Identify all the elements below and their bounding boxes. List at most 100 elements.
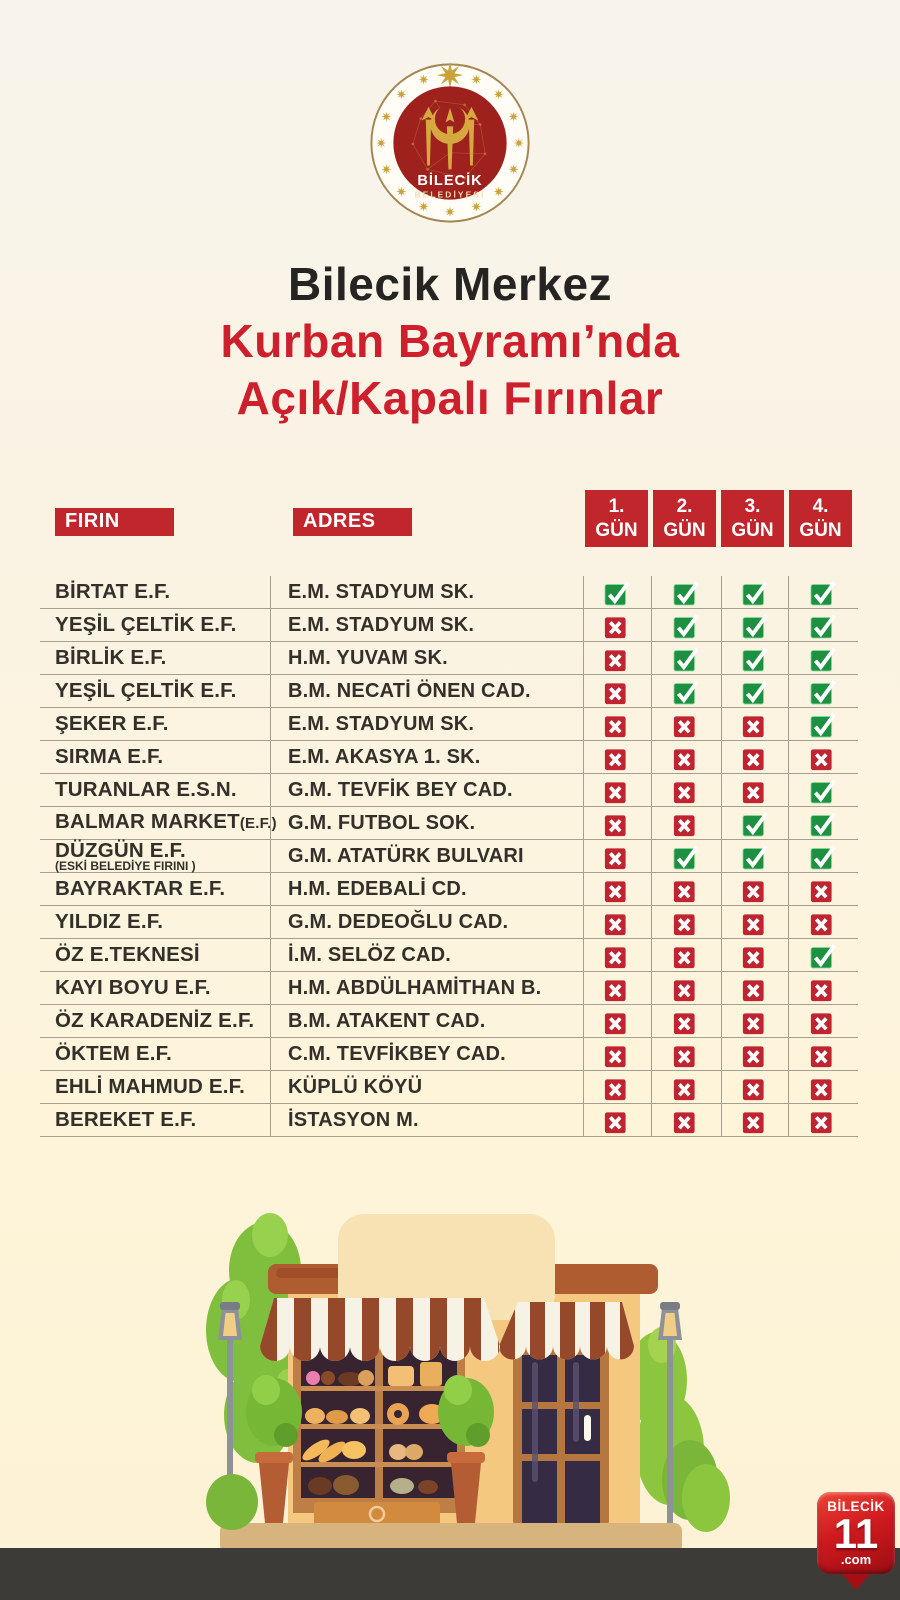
- title-line-3: Açık/Kapalı Fırınlar: [236, 372, 664, 424]
- day-status-cell: [583, 939, 651, 971]
- table-row: EHLİ MAHMUD E.F. KÜPLÜ KÖYÜ: [40, 1071, 858, 1104]
- day-status-cell: [788, 1005, 858, 1037]
- bread-items: [302, 1362, 445, 1495]
- day-status-cell: [583, 774, 651, 806]
- bakery-name: TURANLAR E.S.N.: [55, 778, 237, 801]
- bakery-name: BİRLİK E.F.: [55, 646, 167, 669]
- day-status-cell: [788, 840, 858, 872]
- address-text: H.M. EDEBALİ CD.: [288, 877, 467, 900]
- shop-sign-board: [338, 1214, 555, 1320]
- day-status-cell: [788, 609, 858, 641]
- x-icon: [742, 974, 769, 1003]
- topiary-right: [438, 1375, 494, 1523]
- day-status-cell: [721, 576, 788, 608]
- x-icon: [673, 1007, 700, 1036]
- check-icon: [673, 611, 700, 640]
- day-status-cell: [651, 873, 721, 905]
- address-cell: E.M. STADYUM SK.: [270, 609, 583, 641]
- day-status-cell: [788, 873, 858, 905]
- table-body: BİRTAT E.F. E.M. STADYUM SK. YEŞİL ÇELTİK …: [40, 576, 858, 1137]
- awning-left: [260, 1298, 500, 1361]
- x-icon: [604, 710, 631, 739]
- address-cell: E.M. STADYUM SK.: [270, 576, 583, 608]
- bakery-name-suffix: (E.F.): [239, 815, 277, 832]
- day-status-cell: [721, 1104, 788, 1136]
- bakery-name-cell: ÖZ E.TEKNESİ: [40, 939, 270, 971]
- bakery-name: EHLİ MAHMUD E.F.: [55, 1075, 245, 1098]
- day-status-cell: [721, 1071, 788, 1103]
- check-icon: [810, 776, 837, 805]
- municipality-logo: BİLECİK BELEDİYESİ: [370, 61, 530, 223]
- day-status-cell: [583, 873, 651, 905]
- day-status-cell: [651, 1104, 721, 1136]
- x-icon: [604, 1073, 631, 1102]
- small-star-icon: [513, 137, 524, 149]
- table-row: KAYI BOYU E.F. H.M. ABDÜLHAMİTHAN B.: [40, 972, 858, 1005]
- x-icon: [673, 710, 700, 739]
- day-status-cell: [651, 774, 721, 806]
- shop-door: [513, 1346, 609, 1526]
- day-status-cell: [651, 1071, 721, 1103]
- day-status-cell: [788, 708, 858, 740]
- x-icon: [604, 611, 631, 640]
- check-icon: [673, 677, 700, 706]
- table-row: BİRTAT E.F. E.M. STADYUM SK.: [40, 576, 858, 609]
- x-icon: [604, 1007, 631, 1036]
- small-star-icon: [381, 111, 392, 122]
- bakery-name: ŞEKER E.F.: [55, 712, 169, 735]
- address-text: H.M. ABDÜLHAMİTHAN B.: [288, 976, 542, 999]
- small-star-icon: [493, 186, 504, 197]
- x-icon: [742, 941, 769, 970]
- check-icon: [810, 710, 837, 739]
- small-star-icon: [418, 201, 429, 212]
- day-status-cell: [583, 708, 651, 740]
- bakery-name: ÖKTEM E.F.: [55, 1042, 173, 1065]
- bakery-name-cell: ŞEKER E.F.: [40, 708, 270, 740]
- x-icon: [810, 743, 837, 772]
- day-status-cell: [651, 1038, 721, 1070]
- day-status-cell: [721, 807, 788, 839]
- check-icon: [673, 644, 700, 673]
- top-star-icon: [436, 61, 464, 89]
- table-row: BAYRAKTAR E.F. H.M. EDEBALİ CD.: [40, 873, 858, 906]
- address-text: İ.M. SELÖZ CAD.: [288, 943, 451, 966]
- bakery-name-cell: TURANLAR E.S.N.: [40, 774, 270, 806]
- display-cabinet: [314, 1502, 440, 1526]
- x-icon: [673, 908, 700, 937]
- column-header-day-3: 3. GÜN: [721, 490, 784, 547]
- day-status-cell: [651, 906, 721, 938]
- x-icon: [742, 1040, 769, 1069]
- x-icon: [673, 1106, 700, 1135]
- bakery-name-cell: EHLİ MAHMUD E.F.: [40, 1071, 270, 1103]
- day-status-cell: [583, 576, 651, 608]
- address-cell: E.M. AKASYA 1. SK.: [270, 741, 583, 773]
- check-icon: [810, 809, 837, 838]
- address-text: E.M. STADYUM SK.: [288, 712, 475, 735]
- bakery-name-cell: YILDIZ E.F.: [40, 906, 270, 938]
- day-status-cell: [788, 906, 858, 938]
- title-line-1: Bilecik Merkez: [287, 258, 613, 310]
- bakery-name: ÖZ KARADENİZ E.F.: [55, 1009, 255, 1032]
- x-icon: [604, 743, 631, 772]
- address-cell: G.M. FUTBOL SOK.: [270, 807, 583, 839]
- bakery-name: BALMAR MARKET(E.F.): [55, 810, 277, 833]
- x-icon: [673, 941, 700, 970]
- small-star-icon: [381, 164, 392, 175]
- x-icon: [604, 974, 631, 1003]
- day-status-cell: [583, 642, 651, 674]
- address-text: B.M. NECATİ ÖNEN CAD.: [288, 679, 531, 702]
- address-text: G.M. ATATÜRK BULVARI: [288, 844, 524, 867]
- address-cell: H.M. YUVAM SK.: [270, 642, 583, 674]
- bakery-name-cell: BAYRAKTAR E.F.: [40, 873, 270, 905]
- x-icon: [604, 1106, 631, 1135]
- address-cell: G.M. DEDEOĞLU CAD.: [270, 906, 583, 938]
- day-status-cell: [788, 807, 858, 839]
- check-icon: [810, 578, 837, 607]
- check-icon: [741, 611, 769, 640]
- day-status-cell: [721, 906, 788, 938]
- day-status-cell: [788, 939, 858, 971]
- sidewalk: [220, 1523, 682, 1553]
- bakery-name: KAYI BOYU E.F.: [55, 976, 211, 999]
- day-status-cell: [651, 741, 721, 773]
- day-status-cell: [788, 774, 858, 806]
